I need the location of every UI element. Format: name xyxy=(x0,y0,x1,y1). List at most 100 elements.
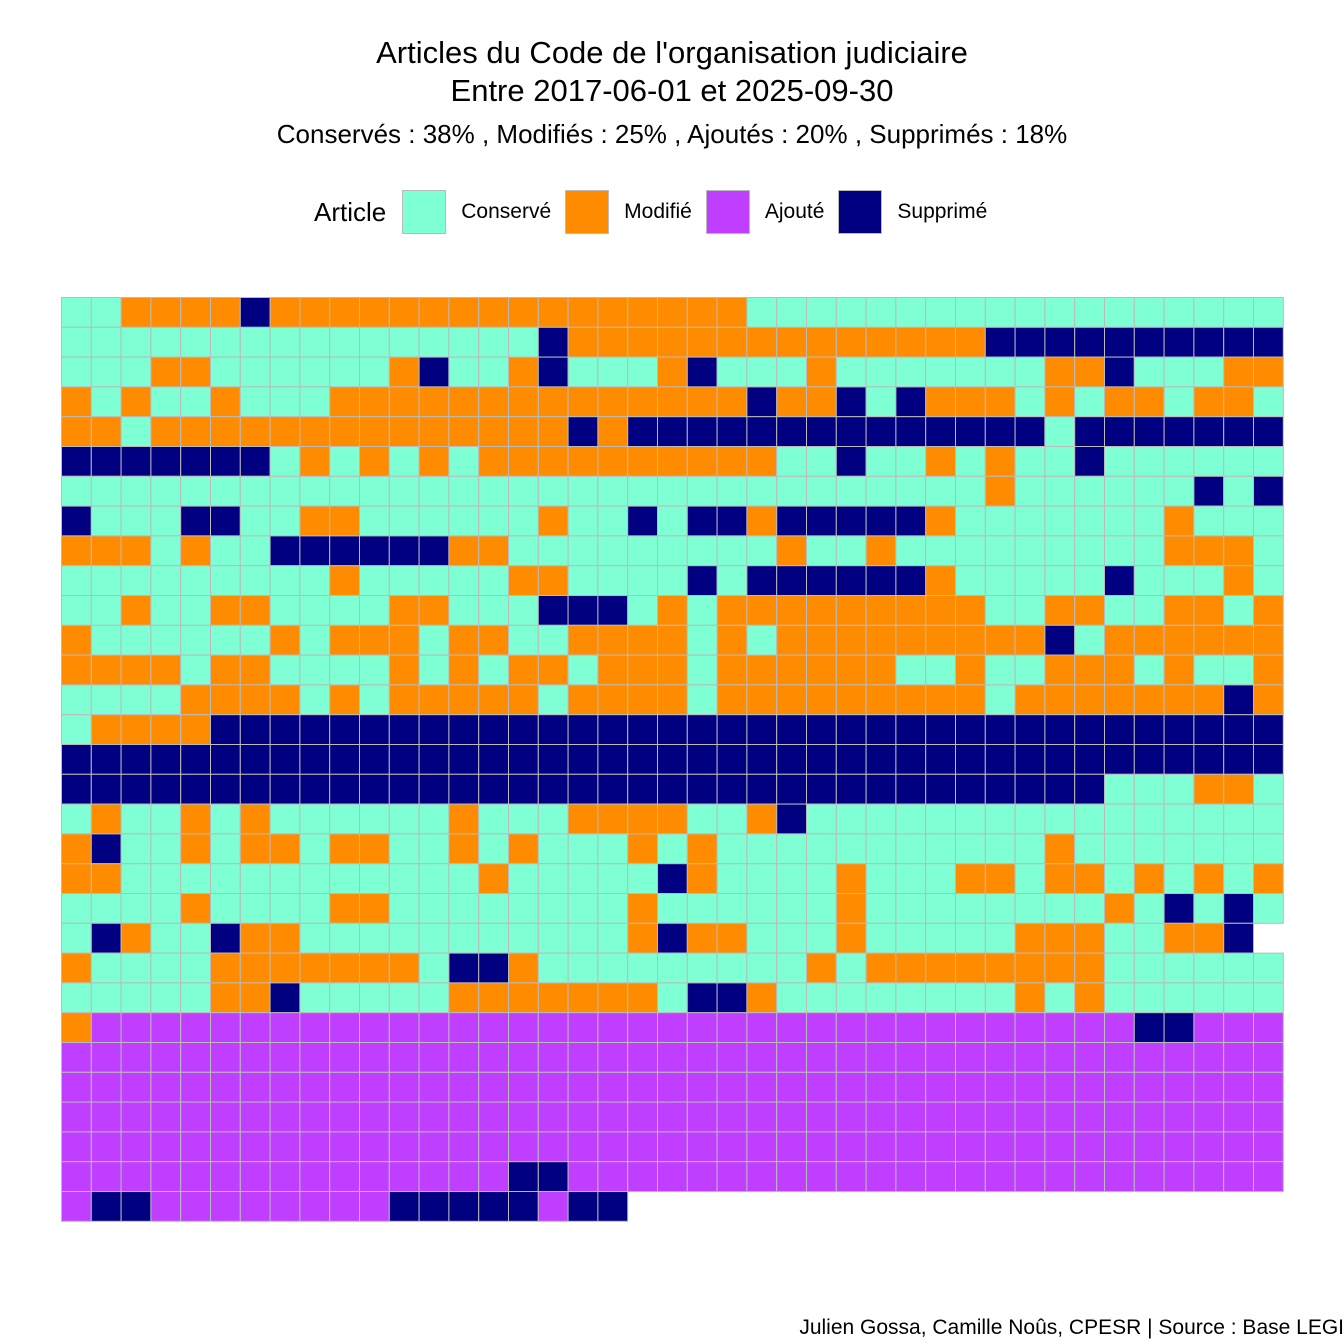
waffle-cell-M-r11-c17 xyxy=(567,624,599,656)
waffle-cell-A-r25-c2 xyxy=(120,1042,152,1073)
waffle-cell-M-r7-c37 xyxy=(1163,505,1195,537)
waffle-cell-C-r17-c7 xyxy=(269,803,301,835)
waffle-cell-M-r11-c19 xyxy=(627,624,659,656)
waffle-cell-C-r12-c12 xyxy=(418,654,450,686)
waffle-cell-C-r23-c40 xyxy=(1253,982,1284,1014)
waffle-cell-A-r27-c20 xyxy=(657,1101,688,1133)
waffle-cell-A-r27-c10 xyxy=(359,1101,390,1133)
waffle-cell-C-r7-c17 xyxy=(567,505,599,537)
waffle-cell-M-r20-c4 xyxy=(180,893,211,924)
waffle-cell-A-r25-c5 xyxy=(210,1042,241,1073)
waffle-cell-C-r0-c33 xyxy=(1044,297,1076,328)
waffle-cell-A-r24-c16 xyxy=(537,1012,569,1044)
waffle-cell-M-r8-c39 xyxy=(1223,535,1254,567)
waffle-cell-C-r10-c31 xyxy=(984,595,1016,626)
waffle-cell-S-r14-c26 xyxy=(835,714,867,746)
waffle-cell-C-r7-c14 xyxy=(478,505,510,537)
waffle-cell-C-r18-c38 xyxy=(1193,833,1225,865)
waffle-cell-S-r16-c3 xyxy=(150,773,182,805)
waffle-cell-C-r23-c24 xyxy=(776,982,808,1014)
waffle-cell-S-r10-c16 xyxy=(537,595,569,626)
waffle-cell-S-r4-c37 xyxy=(1163,416,1195,448)
waffle-cell-S-r15-c22 xyxy=(716,744,748,775)
waffle-cell-C-r6-c36 xyxy=(1133,475,1165,507)
waffle-cell-C-r19-c13 xyxy=(448,863,480,895)
waffle-cell-C-r2-c38 xyxy=(1193,356,1225,388)
waffle-cell-A-r28-c36 xyxy=(1133,1131,1165,1163)
waffle-cell-S-r14-c24 xyxy=(776,714,808,746)
waffle-cell-M-r11-c7 xyxy=(269,624,301,656)
waffle-cell-C-r0-c31 xyxy=(984,297,1016,328)
waffle-cell-M-r4-c0 xyxy=(61,416,92,448)
waffle-cell-C-r19-c28 xyxy=(895,863,927,895)
waffle-cell-A-r28-c24 xyxy=(776,1131,808,1163)
waffle-cell-C-r23-c35 xyxy=(1104,982,1135,1014)
waffle-cell-C-r11-c6 xyxy=(239,624,271,656)
waffle-cell-M-r19-c38 xyxy=(1193,863,1225,895)
waffle-cell-S-r14-c15 xyxy=(508,714,539,746)
waffle-cell-M-r5-c15 xyxy=(508,446,539,477)
waffle-cell-C-r5-c33 xyxy=(1044,446,1076,477)
waffle-cell-M-r18-c6 xyxy=(239,833,271,865)
waffle-cell-A-r27-c8 xyxy=(299,1101,331,1133)
waffle-cell-S-r30-c11 xyxy=(388,1191,420,1222)
waffle-cell-M-r12-c13 xyxy=(448,654,480,686)
waffle-cell-C-r0-c29 xyxy=(925,297,957,328)
waffle-cell-S-r16-c30 xyxy=(955,773,986,805)
waffle-cell-C-r9-c14 xyxy=(478,565,510,597)
waffle-cell-C-r20-c8 xyxy=(299,893,331,924)
waffle-cell-C-r17-c14 xyxy=(478,803,510,835)
waffle-cell-C-r3-c40 xyxy=(1253,386,1284,418)
waffle-cell-S-r20-c39 xyxy=(1223,893,1254,924)
waffle-cell-M-r0-c19 xyxy=(627,297,659,328)
waffle-cell-M-r1-c28 xyxy=(895,326,927,358)
waffle-cell-C-r21-c4 xyxy=(180,922,211,954)
waffle-cell-C-r11-c34 xyxy=(1074,624,1105,656)
waffle-cell-A-r25-c35 xyxy=(1104,1042,1135,1073)
waffle-cell-M-r14-c3 xyxy=(150,714,182,746)
waffle-cell-C-r6-c3 xyxy=(150,475,182,507)
waffle-cell-C-r9-c5 xyxy=(210,565,241,597)
waffle-cell-M-r20-c10 xyxy=(359,893,390,924)
waffle-cell-C-r21-c17 xyxy=(567,922,599,954)
waffle-cell-A-r28-c25 xyxy=(806,1131,837,1163)
waffle-cell-C-r7-c11 xyxy=(388,505,420,537)
waffle-cell-M-r4-c16 xyxy=(537,416,569,448)
waffle-cell-C-r20-c6 xyxy=(239,893,271,924)
waffle-cell-C-r23-c4 xyxy=(180,982,211,1014)
waffle-cell-M-r12-c1 xyxy=(90,654,122,686)
waffle-cell-M-r22-c29 xyxy=(925,952,957,984)
waffle-cell-C-r2-c31 xyxy=(984,356,1016,388)
waffle-cell-C-r5-c40 xyxy=(1253,446,1284,477)
waffle-cell-M-r4-c13 xyxy=(448,416,480,448)
waffle-cell-C-r2-c30 xyxy=(955,356,986,388)
waffle-cell-C-r7-c31 xyxy=(984,505,1016,537)
waffle-cell-C-r19-c18 xyxy=(597,863,629,895)
waffle-cell-M-r11-c38 xyxy=(1193,624,1225,656)
waffle-cell-S-r15-c7 xyxy=(269,744,301,775)
waffle-cell-M-r10-c24 xyxy=(776,595,808,626)
waffle-cell-M-r2-c15 xyxy=(508,356,539,388)
waffle-cell-M-r22-c33 xyxy=(1044,952,1076,984)
waffle-cell-M-r12-c25 xyxy=(806,654,837,686)
waffle-cell-A-r28-c32 xyxy=(1014,1131,1046,1163)
waffle-cell-C-r18-c17 xyxy=(567,833,599,865)
waffle-cell-S-r5-c34 xyxy=(1074,446,1105,477)
waffle-cell-C-r20-c22 xyxy=(716,893,748,924)
waffle-cell-C-r20-c38 xyxy=(1193,893,1225,924)
waffle-cell-M-r10-c23 xyxy=(746,595,778,626)
waffle-cell-A-r28-c9 xyxy=(329,1131,361,1163)
waffle-cell-A-r28-c39 xyxy=(1223,1131,1254,1163)
waffle-cell-S-r24-c36 xyxy=(1133,1012,1165,1044)
waffle-cell-A-r24-c21 xyxy=(686,1012,718,1044)
waffle-cell-C-r1-c5 xyxy=(210,326,241,358)
waffle-cell-S-r1-c36 xyxy=(1133,326,1165,358)
waffle-cell-C-r9-c40 xyxy=(1253,565,1284,597)
waffle-cell-A-r29-c39 xyxy=(1223,1161,1254,1192)
waffle-cell-S-r15-c23 xyxy=(746,744,778,775)
waffle-cell-M-r17-c1 xyxy=(90,803,122,835)
waffle-cell-A-r28-c4 xyxy=(180,1131,211,1163)
waffle-cell-C-r9-c32 xyxy=(1014,565,1046,597)
waffle-cell-C-r14-c0 xyxy=(61,714,92,746)
chart-title-line-1: Articles du Code de l'organisation judic… xyxy=(376,35,968,70)
